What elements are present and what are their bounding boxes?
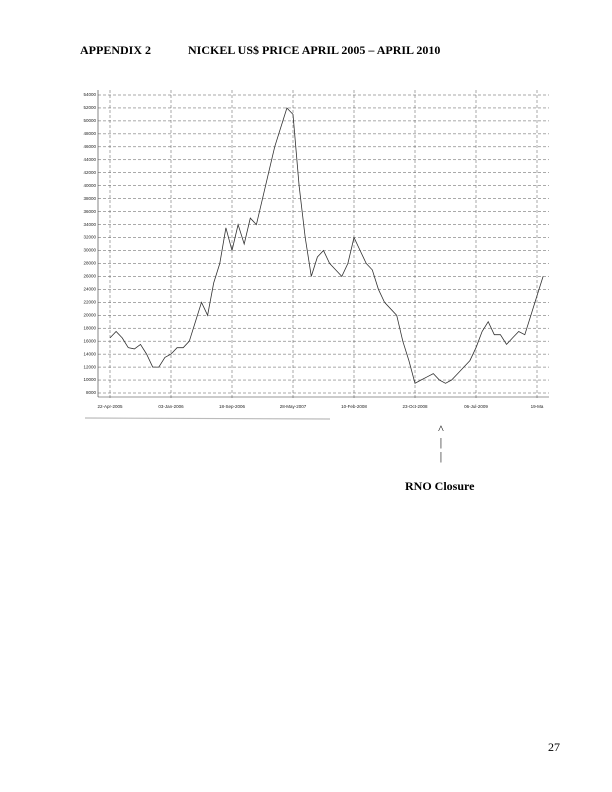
y-tick-label: 50000 <box>83 118 96 123</box>
appendix-label: APPENDIX 2 <box>80 43 151 57</box>
y-tick-label: 24000 <box>83 287 96 292</box>
y-tick-label: 54000 <box>83 92 96 97</box>
chart: 8000 10000 12000 14000 16000 18000 20000 22000 2… <box>83 90 549 409</box>
y-tick-label: 48000 <box>83 131 96 136</box>
y-tick-label: 28000 <box>83 261 96 266</box>
x-tick-label: 18-Sep-2006 <box>219 404 246 409</box>
y-tick-label: 46000 <box>83 144 96 149</box>
y-tick-label: 38000 <box>83 196 96 201</box>
y-tick-label: 16000 <box>83 338 96 343</box>
arrow-head: ^ <box>438 422 444 436</box>
arrow-shaft: | <box>440 435 442 449</box>
y-tick-label: 30000 <box>83 248 96 253</box>
scan-edge <box>84 417 331 420</box>
y-tick-label: 32000 <box>83 235 96 240</box>
y-tick-label: 44000 <box>83 157 96 162</box>
x-tick-label: 23-Oct-2008 <box>402 404 428 409</box>
appendix-title: NICKEL US$ PRICE APRIL 2005 – APRIL 2010 <box>188 43 440 57</box>
x-tick-label: 28-May-2007 <box>280 404 307 409</box>
x-tick-label: 19-Ma <box>531 404 544 409</box>
y-tick-label: 20000 <box>83 312 96 317</box>
annotation-text: RNO Closure <box>405 479 475 493</box>
y-tick-label: 26000 <box>83 274 96 279</box>
y-tick-label: 18000 <box>83 325 96 330</box>
y-tick-label: 8000 <box>86 390 97 395</box>
y-tick-label: 12000 <box>83 364 96 369</box>
page-number: 27 <box>548 740 560 754</box>
y-tick-label: 36000 <box>83 209 96 214</box>
y-tick-label: 40000 <box>83 183 96 188</box>
x-tick-label: 10-Feb-2008 <box>341 404 367 409</box>
x-tick-label: 22-Apr-2005 <box>97 404 123 409</box>
y-tick-label: 14000 <box>83 351 96 356</box>
arrow-shaft: | <box>440 449 442 463</box>
x-tick-label: 06-Jul-2009 <box>464 404 488 409</box>
x-tick-label: 03-Jan-2006 <box>158 404 184 409</box>
y-tick-label: 34000 <box>83 222 96 227</box>
y-tick-label: 42000 <box>83 170 96 175</box>
y-tick-label: 22000 <box>83 299 96 304</box>
price-line <box>109 107 544 384</box>
y-tick-label: 10000 <box>83 377 96 382</box>
y-tick-label: 52000 <box>83 105 96 110</box>
